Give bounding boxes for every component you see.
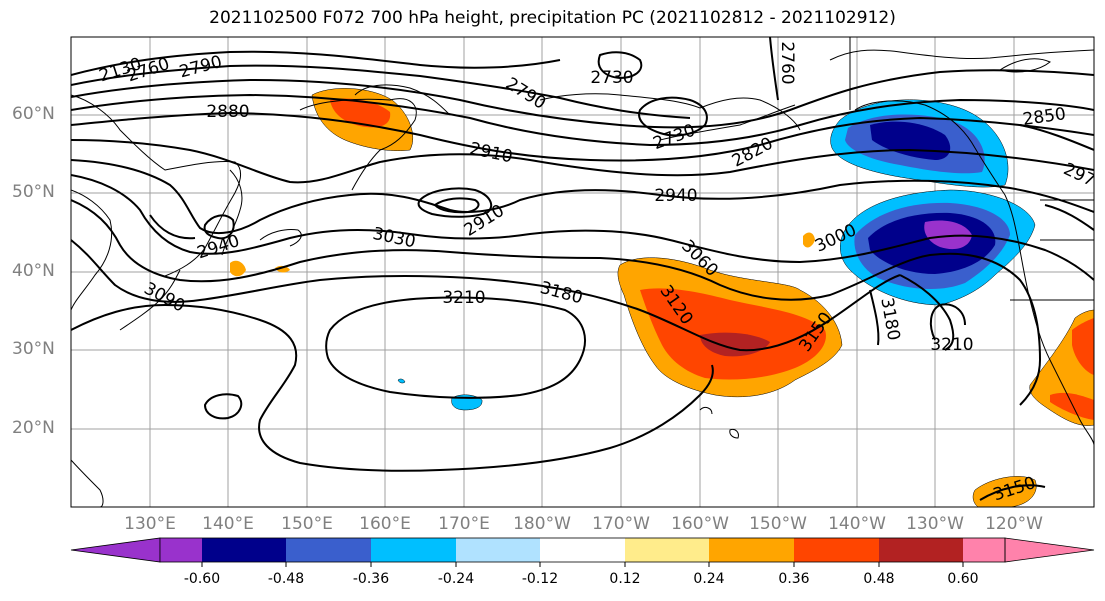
colorbar-outline xyxy=(159,537,1006,563)
colorbar-bin xyxy=(286,538,371,562)
colorbar-extend-high xyxy=(1004,537,1095,563)
lon-label: 160°W xyxy=(671,514,729,534)
colorbar-tick-label: 0.12 xyxy=(609,571,641,587)
colorbar-bin xyxy=(371,538,456,562)
lon-label: 160°E xyxy=(359,514,411,534)
colorbar xyxy=(70,537,1095,567)
lat-label: 40°N xyxy=(12,261,55,281)
colorbar-tick-label: 0.48 xyxy=(863,571,895,587)
colorbar-bin xyxy=(963,538,1005,562)
lon-label: 140°W xyxy=(828,514,886,534)
lon-label: 130°E xyxy=(124,514,176,534)
lon-label: 140°E xyxy=(202,514,254,534)
lon-label: 180°W xyxy=(513,514,571,534)
lon-label: 120°W xyxy=(985,514,1043,534)
colorbar-bin xyxy=(879,538,963,562)
lon-label: 170°W xyxy=(592,514,650,534)
colorbar-bin xyxy=(540,538,625,562)
lat-label: 20°N xyxy=(12,418,55,438)
contour-label: 2760 xyxy=(777,41,797,84)
colorbar-bin xyxy=(794,538,879,562)
colorbar-tick-label: -0.48 xyxy=(267,571,305,587)
contour-label: 2730 xyxy=(590,68,633,88)
colorbar-tick-label: -0.24 xyxy=(437,571,475,587)
colorbar-bin xyxy=(709,538,794,562)
lat-label: 60°N xyxy=(12,104,55,124)
colorbar-bin xyxy=(160,538,202,562)
contour-label: 2940 xyxy=(654,186,697,206)
colorbar-bin xyxy=(456,538,540,562)
colorbar-tick-label: -0.12 xyxy=(521,571,559,587)
lon-label: 150°W xyxy=(749,514,807,534)
map-title: 2021102500 F072 700 hPa height, precipit… xyxy=(209,8,896,28)
height-contours xyxy=(71,37,1094,501)
contour-label: 3210 xyxy=(442,288,485,308)
contour-label-group: 2130 2760 2790 2730 2760 2880 2790 2910 … xyxy=(97,41,1094,505)
colorbar-tick-label: 0.60 xyxy=(947,571,979,587)
precip-shading xyxy=(230,88,1094,507)
colorbar-bin xyxy=(202,538,286,562)
contour-label: 3210 xyxy=(930,335,973,355)
map-frame xyxy=(70,36,1095,508)
colorbar-tick-label: -0.36 xyxy=(352,571,390,587)
colorbar-tick-label: 0.24 xyxy=(693,571,725,587)
lon-label: 170°E xyxy=(438,514,490,534)
contour-label: 2880 xyxy=(206,102,249,122)
colorbar-extend-low xyxy=(70,537,161,563)
lon-label: 150°E xyxy=(281,514,333,534)
colorbar-tick-label: -0.60 xyxy=(183,571,221,587)
lon-label: 130°W xyxy=(906,514,964,534)
colorbar-tick-label: 0.36 xyxy=(778,571,810,587)
colorbar-bin xyxy=(625,538,709,562)
lat-label: 50°N xyxy=(12,182,55,202)
lat-label: 30°N xyxy=(12,339,55,359)
